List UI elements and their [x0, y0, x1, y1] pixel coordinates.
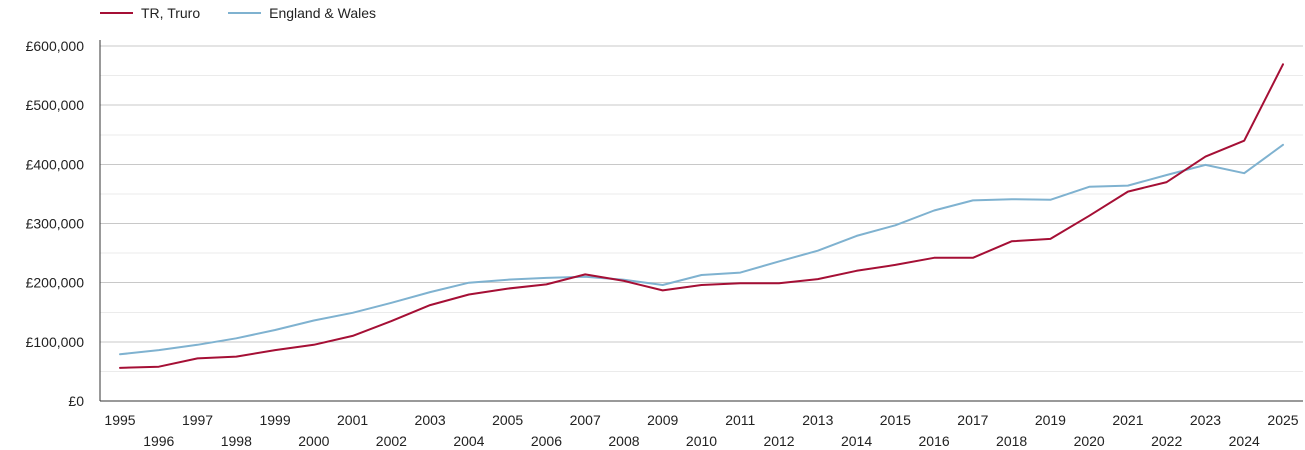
- x-tick-label: 2013: [802, 412, 833, 428]
- y-tick-label: £600,000: [26, 38, 85, 54]
- legend-label-england-wales: England & Wales: [269, 5, 376, 21]
- x-tick-label: 2018: [996, 433, 1027, 449]
- x-tick-label: 2000: [298, 433, 329, 449]
- x-tick-label: 2004: [453, 433, 484, 449]
- x-tick-label: 2019: [1035, 412, 1066, 428]
- y-tick-label: £400,000: [26, 156, 85, 172]
- x-tick-label: 2001: [337, 412, 368, 428]
- x-tick-label: 2022: [1151, 433, 1182, 449]
- x-tick-label: 2010: [686, 433, 717, 449]
- y-tick-label: £100,000: [26, 334, 85, 350]
- legend-label-truro: TR, Truro: [141, 5, 201, 21]
- y-tick-label: £200,000: [26, 275, 85, 291]
- x-tick-label: 2015: [880, 412, 911, 428]
- x-tick-label: 2006: [531, 433, 562, 449]
- x-tick-label: 2003: [415, 412, 446, 428]
- x-tick-label: 2025: [1267, 412, 1298, 428]
- x-tick-label: 1995: [104, 412, 135, 428]
- x-tick-label: 2017: [957, 412, 988, 428]
- x-tick-label: 1998: [221, 433, 252, 449]
- series-line-england-wales: [119, 143, 1284, 356]
- x-tick-label: 2020: [1074, 433, 1105, 449]
- x-tick-label: 1999: [259, 412, 290, 428]
- x-tick-label: 1996: [143, 433, 174, 449]
- x-tick-label: 1997: [182, 412, 213, 428]
- x-tick-label: 2009: [647, 412, 678, 428]
- y-tick-label: £500,000: [26, 97, 85, 113]
- series-line-truro: [119, 63, 1284, 369]
- x-tick-label: 2014: [841, 433, 872, 449]
- x-tick-label: 2005: [492, 412, 523, 428]
- x-tick-label: 2007: [570, 412, 601, 428]
- x-tick-label: 2021: [1112, 412, 1143, 428]
- legend-swatch-england-wales: [228, 12, 262, 14]
- y-tick-label: £300,000: [26, 216, 85, 232]
- legend-item-england-wales[interactable]: England & Wales: [228, 5, 376, 21]
- legend-swatch-truro: [100, 12, 133, 14]
- y-tick-label: £0: [68, 393, 84, 409]
- x-tick-label: 2002: [376, 433, 407, 449]
- x-tick-label: 2023: [1190, 412, 1221, 428]
- x-tick-label: 2011: [725, 412, 755, 428]
- chart-legend: TR, Truro England & Wales: [100, 3, 376, 23]
- legend-item-truro[interactable]: TR, Truro: [100, 5, 200, 21]
- x-tick-label: 2008: [608, 433, 639, 449]
- x-tick-label: 2012: [763, 433, 794, 449]
- x-tick-label: 2024: [1229, 433, 1260, 449]
- x-tick-label: 2016: [919, 433, 950, 449]
